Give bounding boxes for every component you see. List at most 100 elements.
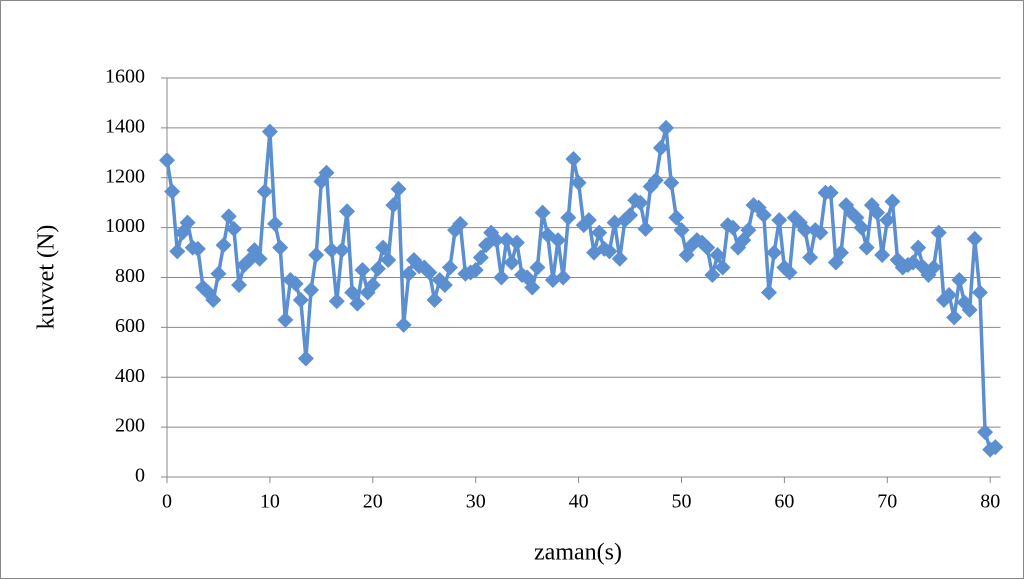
x-tick-label: 10 [260, 491, 280, 513]
data-point [555, 269, 572, 286]
data-point [663, 174, 680, 191]
data-point [796, 222, 813, 239]
data-point [333, 242, 350, 259]
y-tick-label: 600 [115, 315, 145, 337]
data-point [961, 301, 978, 318]
data-point [709, 247, 726, 264]
data-point [925, 259, 942, 276]
data-point [550, 232, 567, 249]
data-point [169, 243, 186, 260]
data-point [622, 207, 639, 224]
data-point [637, 220, 654, 237]
x-tick-label: 70 [877, 491, 897, 513]
data-point [832, 244, 849, 261]
data-point [349, 295, 366, 312]
data-point [493, 269, 510, 286]
data-point [853, 219, 870, 236]
data-point [467, 262, 484, 279]
data-point [210, 265, 227, 282]
data-point [395, 316, 412, 333]
data-point [673, 222, 690, 239]
data-point [724, 219, 741, 236]
data-point [267, 215, 284, 232]
data-point [560, 209, 577, 226]
x-axis-label: zaman(s) [534, 540, 622, 566]
data-point [611, 250, 628, 267]
data-point [205, 291, 222, 308]
data-point [668, 209, 685, 226]
data-point [580, 212, 597, 229]
data-point [966, 230, 983, 247]
data-point [714, 259, 731, 276]
x-tick-label: 20 [363, 491, 383, 513]
y-tick-label: 400 [115, 365, 145, 387]
data-point [292, 291, 309, 308]
data-point [971, 284, 988, 301]
data-point [441, 259, 458, 276]
data-point [369, 260, 386, 277]
data-point [565, 151, 582, 168]
data-point [632, 194, 649, 211]
data-point [704, 267, 721, 284]
data-point [941, 286, 958, 303]
data-point [869, 204, 886, 221]
y-tick-label: 1600 [105, 66, 145, 88]
data-point [647, 172, 664, 189]
data-point [159, 152, 175, 169]
data-point [303, 281, 320, 298]
data-point [164, 183, 181, 200]
x-tick-label: 50 [672, 491, 692, 513]
data-point [771, 212, 788, 229]
data-point [385, 197, 402, 214]
data-point [308, 247, 325, 264]
data-point [354, 262, 371, 279]
data-point [344, 284, 361, 301]
data-point [534, 204, 551, 221]
data-point [781, 264, 798, 281]
data-point [874, 247, 891, 264]
data-point [858, 239, 875, 256]
data-point [503, 254, 520, 271]
data-point [375, 239, 392, 256]
data-point [400, 265, 417, 282]
data-point [946, 309, 963, 326]
data-point [766, 244, 783, 261]
data-point [822, 184, 839, 201]
data-point [740, 222, 757, 239]
data-point [339, 203, 356, 220]
data-point [452, 215, 469, 232]
data-point [220, 208, 237, 225]
y-tick-label: 1000 [105, 215, 145, 237]
y-tick-label: 1200 [105, 165, 145, 187]
data-point [472, 249, 489, 266]
data-point [287, 275, 304, 292]
data-point [421, 264, 438, 281]
data-point [297, 350, 314, 367]
x-tick-label: 60 [774, 491, 794, 513]
data-point [277, 311, 294, 328]
data-point [426, 291, 443, 308]
data-point [930, 224, 947, 241]
data-point [802, 249, 819, 266]
data-point [760, 284, 777, 301]
data-point [323, 242, 340, 259]
data-point [570, 174, 587, 191]
data-point [256, 183, 273, 200]
y-tick-label: 1400 [105, 115, 145, 137]
data-point [328, 293, 345, 310]
data-point [179, 214, 196, 231]
data-point [524, 279, 541, 296]
y-tick-label: 800 [115, 265, 145, 287]
data-point [591, 224, 608, 241]
data-point [508, 234, 525, 251]
x-tick-label: 30 [466, 491, 486, 513]
data-point [225, 220, 242, 237]
data-point [272, 239, 289, 256]
data-point [436, 276, 453, 293]
data-point [318, 164, 335, 181]
data-point [652, 139, 669, 156]
data-point [951, 271, 968, 288]
data-point [812, 224, 829, 241]
